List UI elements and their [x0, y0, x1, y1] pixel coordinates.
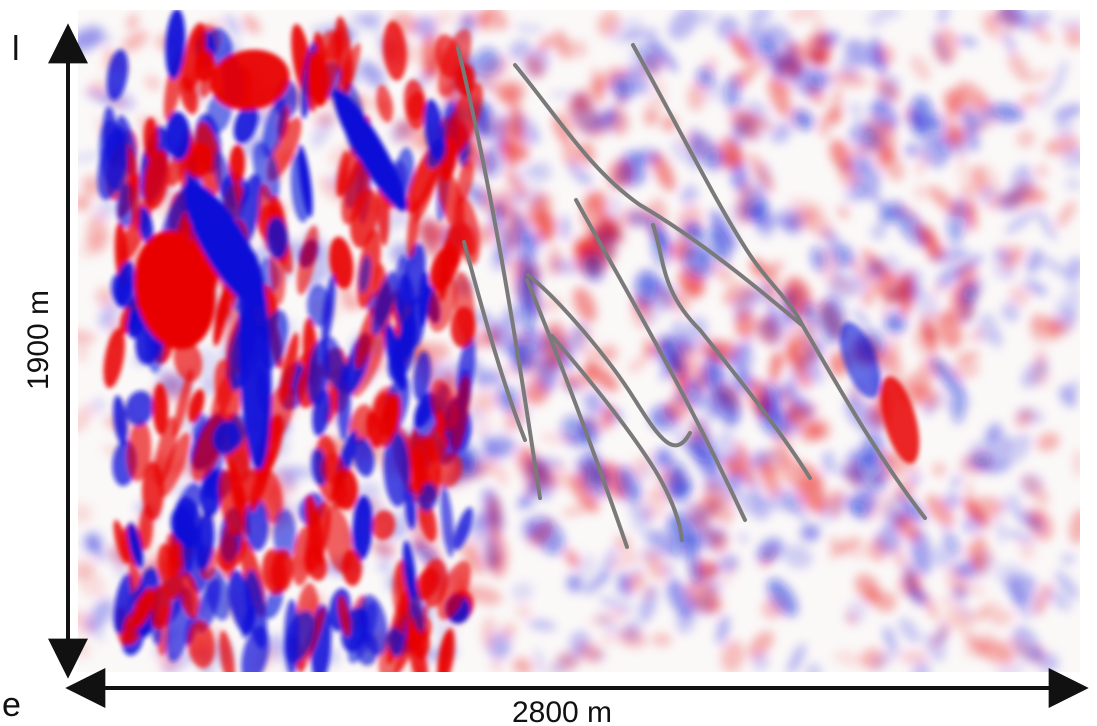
fault-interpretation-lines — [456, 43, 927, 549]
fault-line — [651, 223, 812, 480]
edge-text-bottom: e — [2, 686, 21, 724]
fault-line — [525, 278, 629, 549]
width-label: 2800 m — [512, 696, 612, 726]
fault-line — [526, 273, 692, 448]
fault-line — [513, 63, 805, 328]
fault-line — [456, 46, 542, 500]
fault-line — [574, 198, 747, 522]
height-label: 1900 m — [22, 290, 55, 390]
seismic-amplitude-image — [78, 10, 1080, 672]
fault-line — [550, 334, 684, 542]
edge-text-top: l — [12, 30, 20, 68]
fault-line — [631, 43, 927, 520]
fault-line — [462, 240, 527, 442]
